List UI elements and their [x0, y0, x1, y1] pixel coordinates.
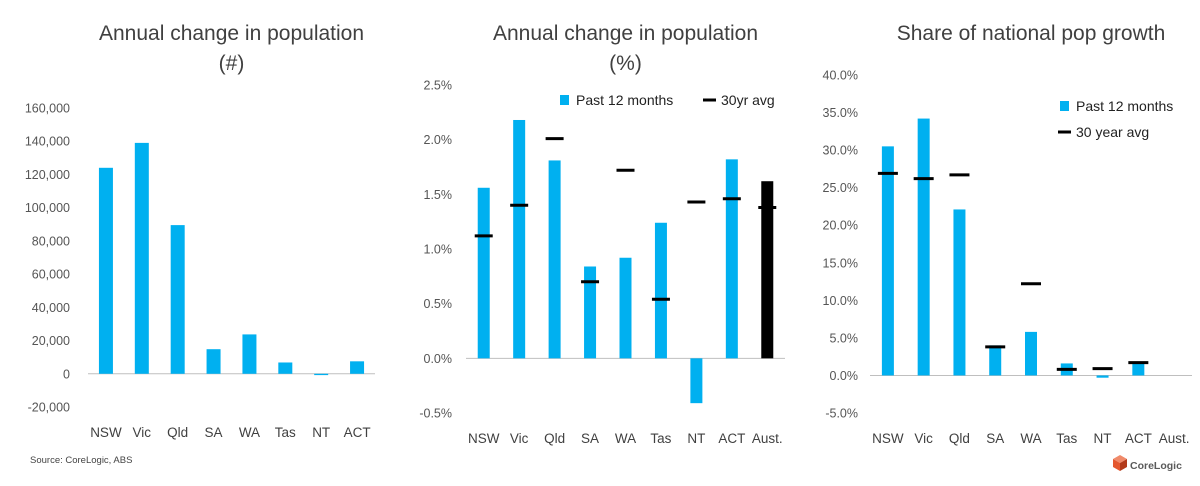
chart-2-xtick: NT [687, 431, 705, 446]
chart-2-ytick: 2.0% [424, 133, 453, 147]
chart-3-ytick: 0.0% [830, 369, 859, 383]
chart-3-xtick: Aust. [1159, 431, 1190, 446]
corelogic-wordmark: CoreLogic [1130, 460, 1182, 472]
chart-1-bar-nt [314, 373, 329, 376]
chart-3-ytick: 35.0% [823, 106, 858, 120]
chart-2-bar-wa [619, 257, 632, 359]
chart-2-subtitle: (%) [609, 52, 642, 75]
chart-1-subtitle: (#) [219, 52, 245, 75]
chart-2-bar-qld [548, 160, 561, 359]
chart-2-ytick: -0.5% [419, 407, 452, 421]
chart-2-bar-nsw [477, 187, 490, 359]
chart-1-xtick: ACT [344, 425, 371, 440]
chart-3-xtick: Tas [1056, 431, 1077, 446]
chart-1-ytick: 120,000 [25, 168, 70, 182]
chart-3-ytick: 5.0% [830, 331, 859, 345]
chart-3-xtick: NT [1094, 431, 1112, 446]
chart-2-ytick: 0.5% [424, 297, 453, 311]
chart-2-xtick: ACT [718, 431, 745, 446]
corelogic-cube-icon [1113, 455, 1127, 471]
chart-2-bar-nt [690, 358, 703, 404]
chart-1-ytick: 40,000 [32, 301, 70, 315]
chart-1-xtick: NSW [90, 425, 122, 440]
chart-1-xtick: Qld [167, 425, 188, 440]
chart-3-xtick: WA [1020, 431, 1041, 446]
chart-2-xtick: Qld [544, 431, 565, 446]
chart-3-ytick: 15.0% [823, 256, 858, 270]
chart-3-bar-nt [1096, 375, 1109, 378]
chart-1-bar-tas [278, 362, 293, 374]
chart-1-bar-wa [242, 334, 257, 374]
chart-3-legend-swatch-bar [1060, 101, 1069, 111]
chart-1-title: Annual change in population [99, 22, 364, 45]
chart-2-ytick: 0.0% [424, 352, 453, 366]
chart-2-title: Annual change in population [493, 22, 758, 45]
chart-2-bar-vic [513, 119, 526, 359]
chart-3-bar-wa [1025, 331, 1037, 376]
chart-3-legend-label-bar: Past 12 months [1076, 98, 1173, 114]
chart-2-bar-tas [654, 222, 667, 359]
chart-2-ytick: 1.5% [424, 188, 453, 202]
chart-1-ytick: 80,000 [32, 234, 70, 248]
chart-1-bar-qld [170, 225, 185, 374]
chart-2-bar-sa [584, 266, 597, 359]
chart-2-xtick: Tas [650, 431, 671, 446]
chart-1-ytick: 100,000 [25, 201, 70, 215]
chart-3-bar-act [1132, 363, 1145, 376]
chart-1-bar-act [350, 361, 365, 374]
chart-2-xtick: Vic [510, 431, 529, 446]
chart-3-title: Share of national pop growth [897, 22, 1166, 45]
chart-2-xtick: SA [581, 431, 599, 446]
chart-2-ytick: 2.5% [424, 79, 453, 93]
chart-1-ytick: 140,000 [25, 135, 70, 149]
chart-2-bar-aust [761, 181, 774, 359]
chart-1-xtick: WA [239, 425, 260, 440]
chart-2-xtick: NSW [468, 431, 500, 446]
chart-3-ytick: 40.0% [823, 69, 858, 83]
chart-3-bar-qld [953, 209, 966, 376]
chart-2-xtick: WA [615, 431, 636, 446]
chart-3-xtick: NSW [872, 431, 904, 446]
chart-1-ytick: 60,000 [32, 268, 70, 282]
chart-1-ytick: 0 [63, 367, 70, 381]
chart-2-bar-act [725, 159, 738, 359]
chart-2-xtick: Aust. [752, 431, 783, 446]
chart-1-xtick: SA [205, 425, 223, 440]
chart-1-ytick: 160,000 [25, 102, 70, 116]
chart-1-bar-vic [134, 142, 149, 374]
chart-1-xtick: Vic [133, 425, 152, 440]
chart-1-xtick: NT [312, 425, 330, 440]
chart-2-legend-swatch-bar [560, 95, 569, 105]
chart-2-legend-label-bar: Past 12 months [576, 92, 673, 108]
chart-3-bar-nsw [881, 146, 894, 376]
chart-3-bar-vic [917, 118, 930, 376]
chart-1-bar-nsw [98, 167, 113, 374]
corelogic-logo: CoreLogic [1113, 455, 1182, 472]
chart-2-legend-label-avg: 30yr avg [721, 92, 775, 108]
chart-3-xtick: ACT [1125, 431, 1152, 446]
chart-2-ytick: 1.0% [424, 243, 453, 257]
chart-3-bar-sa [989, 345, 1002, 376]
chart-1-xtick: Tas [275, 425, 296, 440]
chart-1-ytick: 20,000 [32, 334, 70, 348]
chart-3-xtick: SA [986, 431, 1004, 446]
chart-3-xtick: Qld [949, 431, 970, 446]
chart-1-ytick: -20,000 [28, 401, 70, 415]
chart-3-ytick: 20.0% [823, 219, 858, 233]
chart-3-ytick: 30.0% [823, 144, 858, 158]
chart-3-legend-label-avg: 30 year avg [1076, 124, 1149, 140]
chart-3-ytick: -5.0% [825, 407, 858, 421]
chart-3-ytick: 25.0% [823, 181, 858, 195]
chart-3-xtick: Vic [914, 431, 933, 446]
source-note: Source: CoreLogic, ABS [30, 455, 133, 466]
chart-1-bar-sa [206, 349, 221, 374]
chart-3-ytick: 10.0% [823, 294, 858, 308]
